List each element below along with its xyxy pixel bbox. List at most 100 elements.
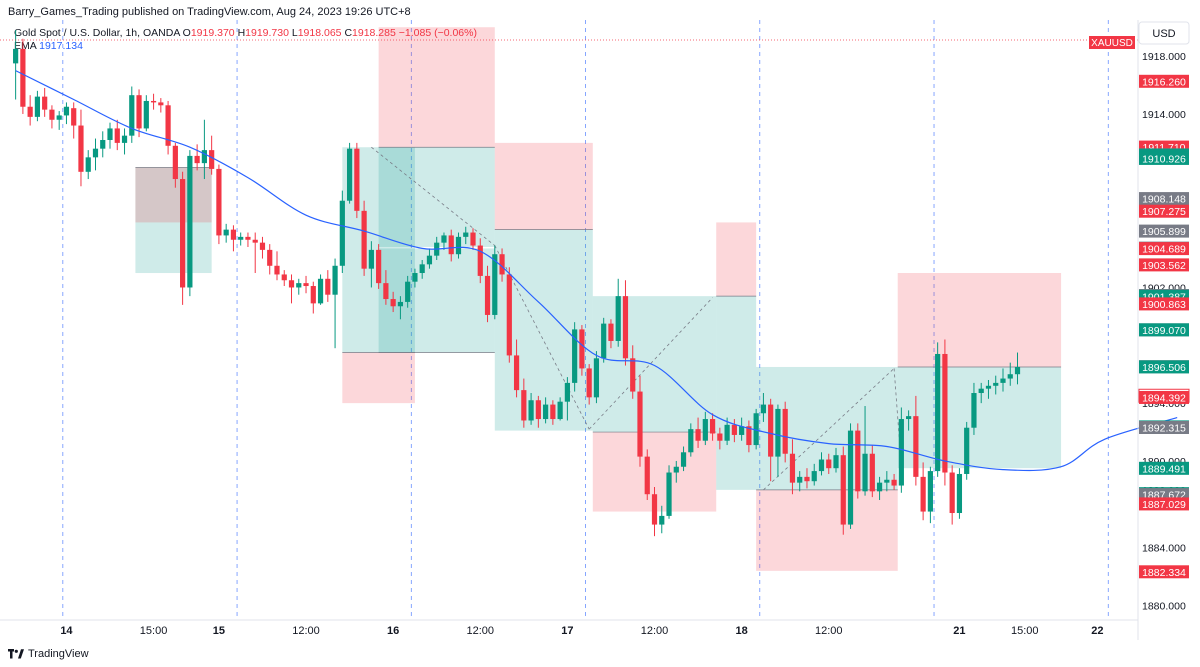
candle-body [709, 419, 716, 434]
price-label-text: 1887.029 [1142, 499, 1186, 511]
candle-body [630, 358, 636, 392]
candle-body [593, 358, 600, 398]
candle-body [884, 479, 890, 483]
candle-body [543, 404, 549, 420]
candle-body [13, 48, 19, 64]
candle-body [100, 140, 106, 149]
candle-body [702, 419, 708, 441]
candle-body [688, 429, 694, 453]
loss-zone [756, 489, 898, 571]
footer-brand: TradingView [28, 648, 89, 660]
candle-body [608, 323, 614, 341]
candle-body [942, 353, 948, 473]
candle-body [964, 427, 970, 474]
candle-body [383, 283, 389, 300]
candle-body [201, 150, 207, 164]
loss-zone [716, 222, 757, 297]
candle-body [194, 155, 200, 164]
profit-zone [716, 296, 757, 490]
profit-zone [592, 296, 717, 433]
time-tick-label: 12:00 [292, 625, 320, 637]
trade-path [494, 245, 590, 430]
currency-button[interactable]: USD [1138, 21, 1190, 45]
candle-body [339, 200, 345, 266]
price-tick-label: 1918.000 [1142, 51, 1186, 63]
price-label-bg [1139, 74, 1189, 88]
candle-body [956, 473, 963, 514]
candle-body [209, 150, 215, 169]
candle-body [753, 413, 759, 446]
price-label-text: 1892.315 [1142, 422, 1186, 434]
candle-body [150, 100, 157, 103]
candle-body [811, 471, 817, 482]
price-label: 1899.070 [1139, 323, 1189, 337]
candle-body [187, 155, 193, 288]
candle-body [121, 135, 128, 143]
price-label: 1887.029 [1139, 497, 1189, 511]
price-label: 1908.148 [1139, 192, 1189, 206]
published-header: Barry_Games_Trading published on Trading… [8, 6, 411, 18]
high-value: 1919.730 [245, 27, 289, 39]
price-label-bg [1139, 420, 1189, 434]
candle-body [1000, 378, 1006, 383]
price-label: 1903.562 [1139, 258, 1189, 272]
price-label: 1904.689 [1139, 242, 1189, 256]
candle-body [34, 96, 41, 117]
candle-body [978, 388, 984, 394]
candle-body [659, 515, 665, 525]
candle-body [797, 476, 803, 483]
low-label: L [291, 27, 298, 39]
ohlc-legend: Gold Spot / U.S. Dollar, 1h, OANDA O1919… [14, 27, 477, 39]
time-tick-label: 16 [387, 625, 399, 637]
price-label-text: 1889.491 [1142, 463, 1186, 475]
candle-body [390, 299, 396, 307]
price-label-bg [1139, 323, 1189, 337]
candle-body [426, 255, 433, 265]
price-label-bg [1139, 192, 1189, 206]
price-label-bg [1139, 360, 1189, 374]
candle-body [259, 242, 266, 250]
candle-body [651, 494, 658, 525]
candle-body [325, 278, 331, 295]
candle-body [971, 393, 977, 428]
candle-body [136, 95, 142, 129]
loss-zone [378, 27, 495, 148]
loss-zone [897, 273, 1062, 367]
price-label-text: 1905.899 [1142, 226, 1186, 238]
candle-body [85, 157, 91, 172]
time-tick-label: 21 [953, 625, 965, 637]
profit-zone [378, 147, 495, 247]
price-label-bg [1139, 565, 1189, 579]
price-tick-label: 1914.000 [1142, 109, 1186, 121]
candle-body [49, 109, 55, 120]
ema-label: EMA [14, 40, 37, 52]
price-label-text: 1910.926 [1142, 153, 1186, 165]
candle-body [724, 424, 730, 441]
candle-body [637, 391, 643, 457]
currency-label: USD [1152, 28, 1175, 40]
time-tick-label: 12:00 [641, 625, 669, 637]
candle-body [949, 472, 955, 514]
candle-body [906, 416, 912, 420]
candle-body [927, 471, 933, 512]
candle-body [695, 429, 701, 441]
price-label: 1900.863 [1139, 297, 1189, 311]
candle-body [913, 416, 919, 477]
candle-body [935, 353, 941, 472]
candle-body [288, 280, 295, 288]
candle-body [1014, 366, 1021, 375]
trade-path [893, 368, 902, 467]
candle-body [107, 128, 113, 140]
price-label-text: 1896.506 [1142, 362, 1186, 374]
ema-legend: EMA 1917.134 [14, 40, 83, 52]
candle-body [601, 323, 607, 359]
price-label-bg [1139, 497, 1189, 511]
candle-body [303, 283, 309, 287]
candle-body [535, 400, 541, 420]
candle-body [920, 476, 926, 512]
footer: TradingView [8, 648, 89, 660]
tradingview-logo-icon [8, 649, 24, 659]
candle-body [739, 426, 745, 435]
candle-body [230, 229, 237, 240]
